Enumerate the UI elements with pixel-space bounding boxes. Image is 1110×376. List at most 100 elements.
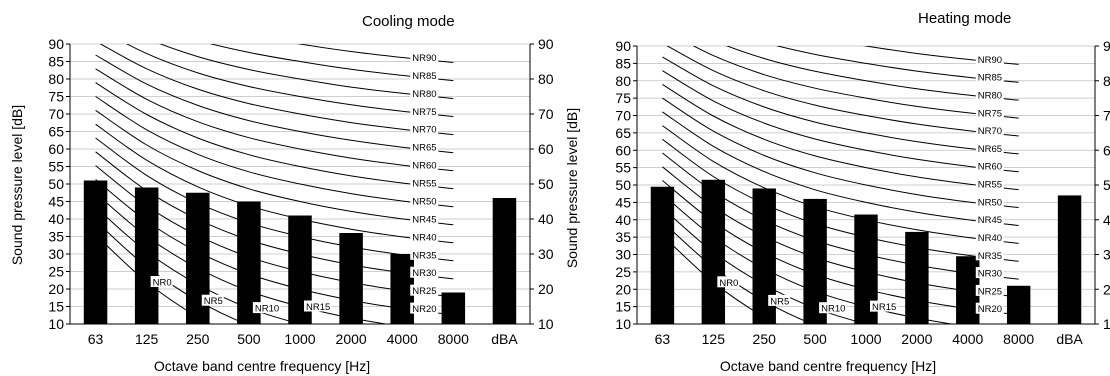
y-tick-label-left: 75 [48,89,64,105]
y-tick-label-right: 30 [1103,247,1110,263]
y-tick-label-left: 30 [615,247,631,263]
nr-label-background [975,142,1004,154]
nr-curve-line [662,111,1019,226]
nr-curve-line [95,109,454,226]
nr-label: NR80 [978,90,1002,101]
nr-label-background [410,248,439,260]
nr-label: NR15 [306,302,330,313]
nr-label: NR65 [978,144,1002,155]
nr-curve-line [296,44,454,63]
nr-label-background [975,284,1004,296]
chart-title: Heating mode [918,10,1011,27]
y-tick-label-left: 90 [615,38,631,54]
x-tick-label: 500 [803,331,827,347]
nr-curve-line [125,44,454,118]
y-tick-label-left: 70 [48,106,64,122]
nr-label-background [975,267,1004,279]
y-tick-label-right: 50 [538,176,554,192]
nr-curve-line [99,44,454,136]
nr-label-background [410,87,439,99]
y-tick-label-right: 50 [1103,177,1110,193]
bar [650,186,675,324]
y-axis-title: Sound pressure level [dB] [9,105,25,265]
nr-label: NR75 [978,108,1002,119]
nr-label-background [819,302,848,314]
nr-label: NR25 [978,286,1002,297]
bar [1057,195,1082,324]
y-axis-title: Sound pressure level [dB] [564,108,580,268]
nr-label-background [975,231,1004,243]
y-tick-label-left: 85 [615,55,631,71]
x-tick-label: 250 [753,331,777,347]
nr-label-background [410,212,439,224]
y-tick-label-right: 70 [538,106,554,122]
bar [1006,285,1031,324]
y-tick-label-left: 65 [48,124,64,140]
x-tick-label: 2000 [336,331,367,347]
nr-label: NR90 [978,55,1002,66]
y-tick-label-left: 90 [48,36,64,52]
y-tick-label-right: 90 [1103,38,1110,54]
nr-label-background [975,71,1004,83]
y-tick-label-left: 15 [48,299,64,315]
axes: 1015202530354045505560657075808590102030… [615,38,1110,347]
nr-label: NR40 [978,233,1002,244]
y-tick-label-right: 30 [538,246,554,262]
nr-label: NR40 [412,232,436,243]
bar [854,214,878,324]
bar [441,292,466,324]
nr-curve-line [662,97,1019,209]
nr-label-background [410,266,439,278]
bar [186,192,210,324]
nr-label-background [975,249,1004,261]
nr-curve-line [775,46,1019,83]
y-tick-label-right: 20 [538,281,554,297]
x-tick-label: 4000 [387,331,418,347]
y-tick-label-left: 50 [615,177,631,193]
bar [339,233,363,324]
bar [752,188,776,324]
y-tick-label-left: 60 [615,142,631,158]
bar [956,256,980,324]
nr-label: NR50 [412,196,436,207]
nr-curves [662,46,1019,324]
nr-label: NR80 [412,89,436,100]
x-tick-label: dBA [1056,331,1083,347]
y-tick-label-left: 40 [48,211,64,227]
y-tick-label-left: 55 [48,159,64,175]
y-tick-label-left: 80 [615,73,631,89]
y-tick-label-left: 25 [615,264,631,280]
nr-label: NR0 [153,278,172,289]
bar [701,179,726,324]
nr-label-background [410,51,439,63]
y-tick-label-left: 35 [615,229,631,245]
y-tick-label-left: 35 [48,229,64,245]
nr-curve-line [95,68,454,172]
y-tick-label-left: 15 [615,299,631,315]
x-tick-label: 125 [702,331,726,347]
x-tick-label: dBA [491,331,518,347]
nr-label: NR85 [412,71,436,82]
y-tick-label-right: 80 [538,71,554,87]
nr-label-background [410,284,439,296]
nr-label-background [975,178,1004,190]
nr-label: NR25 [412,286,436,297]
nr-label: NR55 [978,180,1002,191]
nr-label-background [252,302,281,314]
x-tick-label: 8000 [1003,331,1034,347]
nr-label: NR75 [412,107,436,118]
nr-label-background [410,69,439,81]
y-tick-label-left: 60 [48,141,64,157]
nr-labels: NR0 NR5 NR10 NR15 NR20 NR25 NR30 NR35 NR40 NR45 NR… [717,53,1004,315]
cooling-mode-chart-svg: Cooling mode Octave band centre frequenc… [9,13,554,374]
nr-curve-line [725,46,1019,101]
nr-label-background [975,106,1004,118]
nr-label: NR15 [872,302,896,313]
x-tick-label: 63 [655,331,671,347]
nr-label: NR65 [412,143,436,154]
nr-label: NR50 [978,197,1002,208]
nr-label: NR60 [412,161,436,172]
bar [390,254,414,324]
nr-label-background [410,177,439,189]
x-tick-label: 1000 [284,331,315,347]
